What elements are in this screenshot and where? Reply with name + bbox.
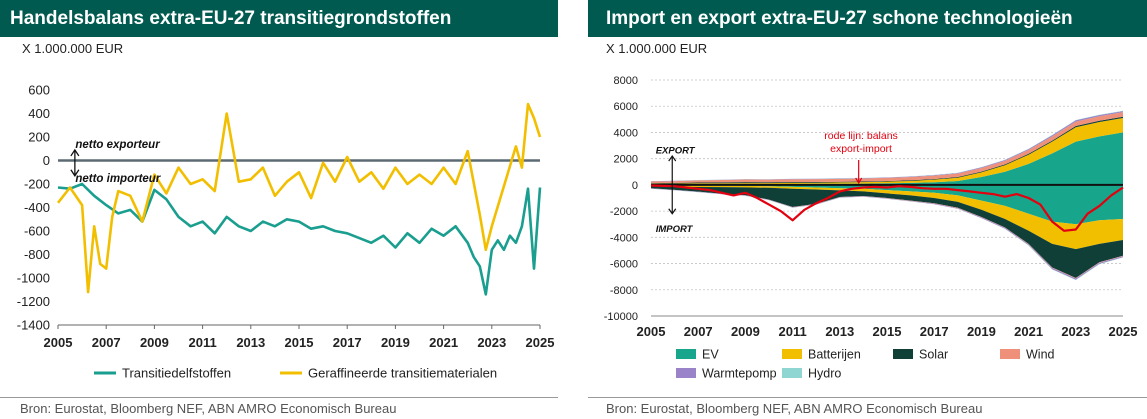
y-tick-label: -2000 bbox=[610, 206, 638, 218]
y-tick-label: -8000 bbox=[610, 285, 638, 297]
right-source: Bron: Eurostat, Bloomberg NEF, ABN AMRO … bbox=[606, 401, 983, 416]
export-area-batterijen bbox=[651, 118, 1123, 185]
y-tick-label: -1400 bbox=[17, 318, 50, 333]
y-tick-label: -800 bbox=[24, 247, 50, 262]
right-panel: Import en export extra-EU-27 schone tech… bbox=[588, 0, 1147, 419]
x-tick-label: 2009 bbox=[731, 324, 760, 339]
legend-label-ev: EV bbox=[702, 348, 719, 362]
series-line-transitiedelfstoffen bbox=[57, 182, 542, 296]
legend-swatch-wind bbox=[1000, 349, 1020, 359]
y-tick-label: 200 bbox=[28, 130, 50, 145]
legend-label-transitiedelfstoffen: Transitiedelfstoffen bbox=[122, 366, 231, 381]
annotation-netto-importeur: netto importeur bbox=[75, 173, 160, 185]
import-area-batterijen bbox=[651, 185, 1123, 250]
annotation-arrow-up bbox=[668, 154, 677, 162]
y-tick-label: -10000 bbox=[604, 311, 638, 323]
right-stacked-area-chart: 8000 6000 4000 2000 0 -2000 -4000 -6000 -8000 -10… bbox=[604, 75, 1138, 381]
x-tick-label: 2005 bbox=[637, 324, 666, 339]
y-tick-label: 4000 bbox=[614, 127, 638, 139]
y-tick-label: -6000 bbox=[610, 259, 638, 271]
y-tick-label: -4000 bbox=[610, 232, 638, 244]
x-tick-label: 2007 bbox=[92, 335, 121, 350]
legend-swatch-ev bbox=[676, 349, 696, 359]
left-unit-label: X 1.000.000 EUR bbox=[22, 41, 124, 56]
y-tick-label: 400 bbox=[28, 106, 50, 121]
annotation-balance-arrowhead bbox=[855, 177, 863, 185]
x-tick-label: 2007 bbox=[684, 324, 713, 339]
balance-line bbox=[650, 184, 1124, 232]
y-tick-label: 600 bbox=[28, 83, 50, 98]
y-tick-label: 6000 bbox=[614, 101, 638, 113]
left-line-chart: 600 400 200 0 -200 -400 -600 -800 -1000 -1200 -140… bbox=[17, 83, 555, 381]
x-tick-label: 2019 bbox=[381, 335, 410, 350]
x-tick-label: 2011 bbox=[188, 335, 216, 350]
export-area-ev bbox=[651, 132, 1123, 185]
x-tick-label: 2021 bbox=[1014, 324, 1043, 339]
y-tick-label: 2000 bbox=[614, 154, 638, 166]
y-tick-label: 8000 bbox=[614, 75, 638, 87]
import-area-solar bbox=[651, 186, 1123, 278]
x-tick-label: 2019 bbox=[967, 324, 996, 339]
y-tick-label: -600 bbox=[24, 224, 50, 239]
annotation-netto-exporteur: netto exporteur bbox=[75, 139, 160, 151]
annotation-arrow-up bbox=[70, 148, 80, 157]
y-tick-label: -1000 bbox=[17, 271, 50, 286]
left-source-divider bbox=[0, 397, 558, 398]
annotation-arrow-down bbox=[668, 208, 677, 215]
series-line-geraffineerde-transitiematerialen bbox=[56, 102, 542, 294]
legend-label-wind: Wind bbox=[1026, 348, 1055, 362]
x-tick-label: 2025 bbox=[526, 335, 555, 350]
y-tick-label: -200 bbox=[24, 177, 50, 192]
x-tick-label: 2023 bbox=[477, 335, 506, 350]
x-tick-label: 2013 bbox=[236, 335, 265, 350]
annotation-balance-label-line1: rode lijn: balans bbox=[824, 130, 898, 142]
x-tick-label: 2009 bbox=[140, 335, 169, 350]
x-tick-label: 2017 bbox=[333, 335, 362, 350]
annotation-import: IMPORT bbox=[656, 224, 694, 235]
annotation-balance-label-line2: export-import bbox=[830, 143, 892, 155]
legend-swatch-batterijen bbox=[782, 349, 802, 359]
x-tick-label: 2015 bbox=[873, 324, 902, 339]
x-tick-label: 2023 bbox=[1061, 324, 1090, 339]
x-tick-label: 2013 bbox=[825, 324, 854, 339]
annotation-export: EXPORT bbox=[656, 145, 696, 156]
y-tick-label: -1200 bbox=[17, 294, 50, 309]
legend-swatch-warmtepomp bbox=[676, 368, 696, 378]
legend-label-geraffineerde-transitiematerialen: Geraffineerde transitiematerialen bbox=[308, 366, 497, 381]
y-tick-label: 0 bbox=[632, 180, 638, 192]
x-tick-label: 2011 bbox=[778, 324, 806, 339]
left-source: Bron: Eurostat, Bloomberg NEF, ABN AMRO … bbox=[20, 401, 397, 416]
import-area-ev bbox=[651, 184, 1123, 225]
left-chart-title: Handelsbalans extra-EU-27 transitiegrond… bbox=[0, 0, 558, 37]
right-unit-label: X 1.000.000 EUR bbox=[606, 41, 708, 56]
x-tick-label: 2017 bbox=[920, 324, 949, 339]
x-tick-label: 2025 bbox=[1109, 324, 1138, 339]
legend-label-warmtepomp: Warmtepomp bbox=[702, 367, 777, 381]
legend-label-batterijen: Batterijen bbox=[808, 348, 861, 362]
y-tick-label: 0 bbox=[43, 153, 50, 168]
y-tick-label: -400 bbox=[24, 200, 50, 215]
right-source-divider bbox=[588, 397, 1147, 398]
legend-swatch-solar bbox=[893, 349, 913, 359]
x-tick-label: 2021 bbox=[429, 335, 458, 350]
x-tick-label: 2015 bbox=[285, 335, 314, 350]
legend-label-solar: Solar bbox=[919, 348, 948, 362]
left-panel: Handelsbalans extra-EU-27 transitiegrond… bbox=[0, 0, 558, 419]
legend-label-hydro: Hydro bbox=[808, 367, 841, 381]
annotation-arrow-down bbox=[70, 169, 80, 177]
legend-swatch-hydro bbox=[782, 368, 802, 378]
right-chart-title: Import en export extra-EU-27 schone tech… bbox=[588, 0, 1147, 37]
x-tick-label: 2005 bbox=[44, 335, 73, 350]
